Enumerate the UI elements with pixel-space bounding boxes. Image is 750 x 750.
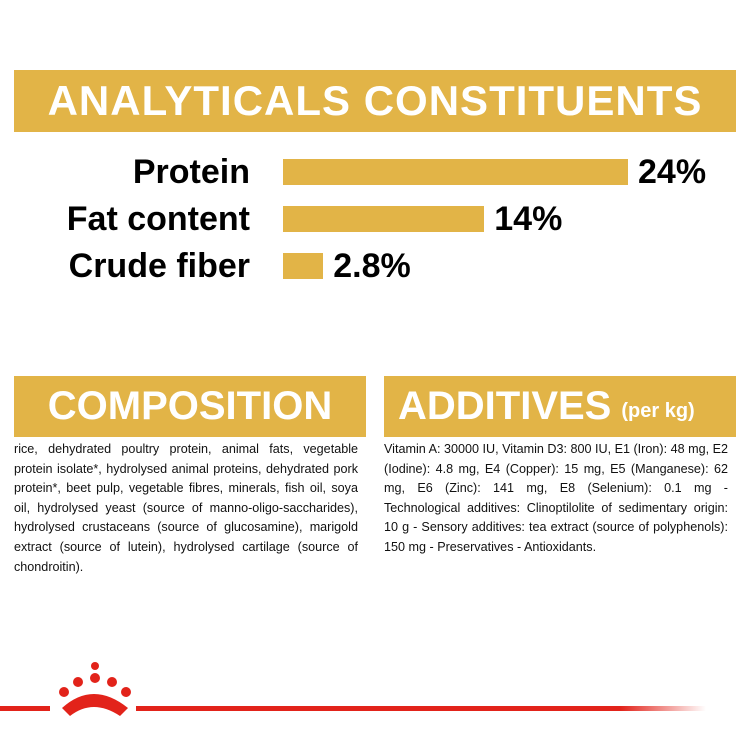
header-band: ANALYTICALS CONSTITUENTS bbox=[14, 70, 736, 132]
bar bbox=[283, 253, 324, 279]
composition-band: COMPOSITION bbox=[14, 376, 366, 437]
additives-title: ADDITIVES bbox=[398, 384, 612, 428]
header-title: ANALYTICALS CONSTITUENTS bbox=[47, 77, 703, 124]
additives-text: Vitamin A: 30000 IU, Vitamin D3: 800 IU,… bbox=[384, 442, 728, 554]
bar bbox=[283, 206, 485, 232]
bar bbox=[283, 159, 628, 185]
additives-band: ADDITIVES (per kg) bbox=[384, 376, 736, 437]
nutrient-label: Protein bbox=[132, 153, 250, 191]
value-label: 14% bbox=[494, 200, 563, 238]
composition-title: COMPOSITION bbox=[47, 384, 333, 428]
footer-line bbox=[136, 706, 706, 711]
composition-text: rice, dehydrated poultry protein, animal… bbox=[14, 442, 358, 574]
nutrient-label: Fat content bbox=[66, 200, 250, 238]
value-label: 2.8% bbox=[333, 247, 411, 285]
value-label: 24% bbox=[638, 153, 707, 191]
additives-subtitle: (per kg) bbox=[621, 400, 695, 422]
footer-line bbox=[0, 706, 50, 711]
nutrient-label: Crude fiber bbox=[68, 247, 250, 285]
crown-logo bbox=[59, 662, 131, 716]
